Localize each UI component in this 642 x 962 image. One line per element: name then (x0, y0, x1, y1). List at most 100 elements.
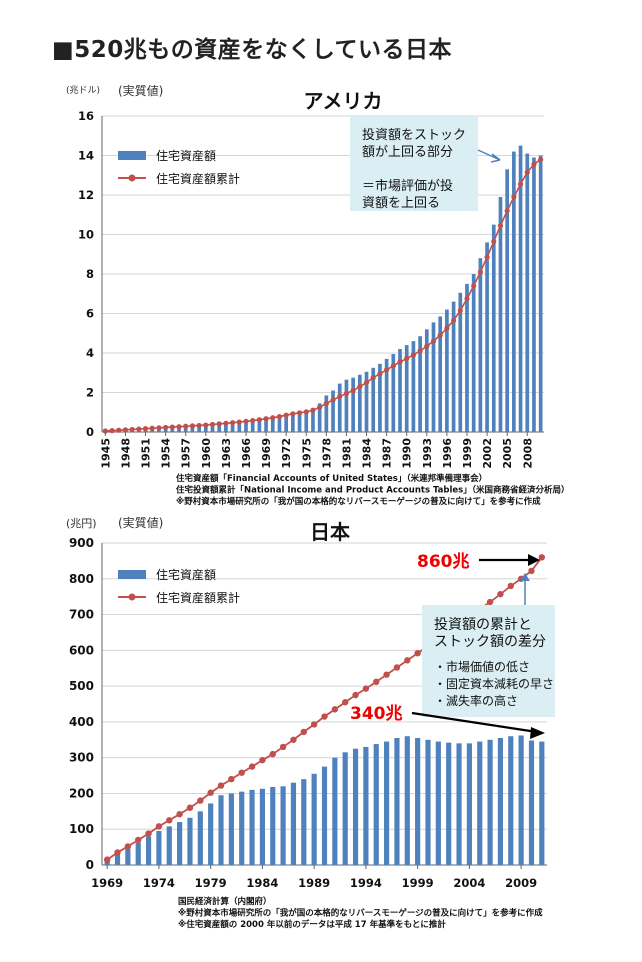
x-tick-label: 1996 (441, 438, 454, 469)
line-point (332, 706, 338, 712)
x-tick-label: 2004 (453, 876, 485, 890)
line-point (304, 409, 309, 414)
line-point (203, 422, 208, 427)
line-point (352, 692, 358, 698)
bar (270, 787, 275, 865)
line-point (464, 296, 469, 301)
chart-title: 日本 (310, 520, 350, 544)
line-point (301, 729, 307, 735)
line-point (377, 371, 382, 376)
bar (436, 742, 441, 865)
bar (343, 752, 348, 865)
y-tick-label: 600 (69, 643, 94, 657)
x-tick-label: 1974 (143, 876, 175, 890)
line-point (270, 415, 275, 420)
line-point (150, 426, 155, 431)
bar (394, 738, 399, 865)
x-tick-label: 1984 (361, 438, 374, 469)
line-point (363, 685, 369, 691)
line-point (351, 388, 356, 393)
line-point (290, 411, 295, 416)
y-tick-label: 0 (86, 425, 94, 439)
line-point (498, 223, 503, 228)
bar (281, 786, 286, 865)
bar (258, 421, 262, 432)
line-point (250, 418, 255, 423)
line-point (330, 397, 335, 402)
bar (284, 416, 288, 432)
bar (298, 413, 302, 432)
line-point (243, 419, 248, 424)
line-point (321, 713, 327, 719)
footnote: 住宅資産額「Financial Accounts of United State… (176, 473, 487, 484)
line-point (424, 343, 429, 348)
line-point (491, 239, 496, 244)
line-point (538, 157, 543, 162)
y-tick-label: 200 (69, 786, 94, 800)
x-tick-label: 1969 (260, 438, 273, 469)
bar (167, 826, 172, 865)
bar (271, 419, 275, 432)
callout-line: ・滅失率の高さ (434, 693, 518, 708)
y-unit-label: (兆円) (66, 517, 97, 530)
bar (446, 743, 451, 865)
x-tick-label: 1999 (402, 876, 434, 890)
line-point (337, 394, 342, 399)
line-point (394, 664, 400, 670)
bar (477, 742, 482, 865)
bar (479, 258, 483, 432)
line-point (518, 182, 523, 187)
line-point (183, 424, 188, 429)
line-point (187, 805, 193, 811)
y-tick-label: 4 (86, 346, 94, 360)
bar (198, 811, 203, 865)
bar (322, 767, 327, 865)
line-point (357, 384, 362, 389)
y-tick-label: 900 (69, 536, 94, 550)
bar (465, 284, 469, 432)
line-point (505, 208, 510, 213)
line-point (176, 811, 182, 817)
callout-line: 額が上回る部分 (362, 145, 453, 160)
line-point (411, 352, 416, 357)
y-tick-label: 700 (69, 608, 94, 622)
bar (345, 380, 349, 432)
bar (218, 795, 223, 865)
y-tick-label: 6 (86, 307, 94, 321)
y-tick-label: 12 (78, 188, 94, 202)
line-point (539, 554, 545, 560)
line-point (297, 410, 302, 415)
line-point (414, 650, 420, 656)
x-tick-label: 2002 (481, 438, 494, 469)
bar (487, 740, 492, 865)
bar (115, 854, 120, 865)
x-tick-label: 1954 (160, 438, 173, 469)
bar (415, 738, 420, 865)
callout-line: ・市場価値の低さ (434, 659, 530, 674)
bar (351, 378, 355, 432)
bar (237, 424, 241, 432)
bar (208, 803, 213, 865)
callout-line: 資額を上回る (362, 196, 440, 211)
line-point (511, 194, 516, 199)
line-point (431, 339, 436, 344)
line-point (310, 408, 315, 413)
line-point (290, 737, 296, 743)
jp-chart-svg: 日本(兆円)(実質値)01002003004005006007008009001… (0, 515, 642, 958)
bar (260, 789, 265, 865)
x-tick-label: 1945 (99, 438, 112, 469)
line-point (531, 162, 536, 167)
line-point (190, 423, 195, 428)
line-point (324, 401, 329, 406)
bar (249, 790, 254, 865)
line-point (197, 797, 203, 803)
bar (539, 742, 544, 865)
x-tick-label: 1981 (340, 438, 353, 469)
x-tick-label: 1960 (200, 438, 213, 469)
y-tick-label: 500 (69, 679, 94, 693)
y-tick-label: 300 (69, 751, 94, 765)
callout-line: ＝市場評価が投 (362, 178, 453, 194)
label-340: 340兆 (350, 704, 403, 724)
legend-swatch-dot (129, 175, 136, 182)
